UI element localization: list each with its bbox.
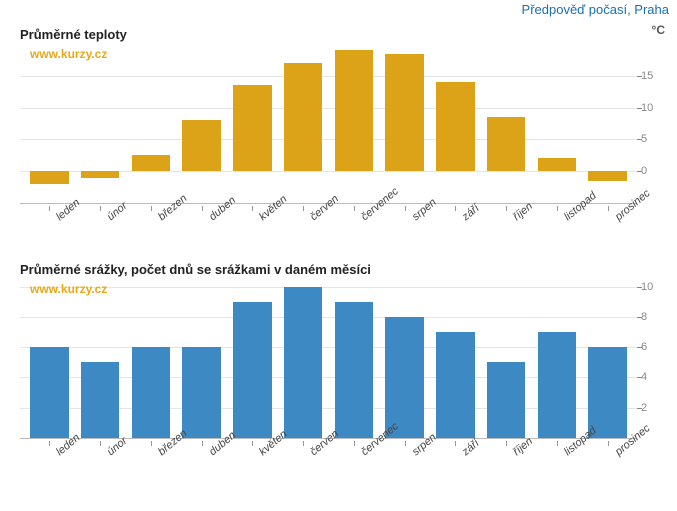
temperature-chart: Průměrné teploty °C www.kurzy.cz 051015 … bbox=[0, 17, 677, 252]
y-tick-label: 0 bbox=[641, 165, 667, 177]
bar bbox=[233, 85, 272, 171]
bar bbox=[385, 317, 424, 438]
temperature-x-labels: ledenúnorbřezendubenkvětenčervenčervenec… bbox=[20, 204, 637, 252]
x-tick-label: září bbox=[460, 437, 482, 458]
y-tick-label: 15 bbox=[641, 70, 667, 82]
precip-chart: Průměrné srážky, počet dnů se srážkami v… bbox=[0, 252, 677, 487]
forecast-link[interactable]: Předpověď počasí, Praha bbox=[0, 0, 677, 17]
bar bbox=[284, 287, 323, 438]
y-tick-label: 8 bbox=[641, 311, 667, 323]
bar bbox=[81, 171, 120, 177]
bar bbox=[284, 63, 323, 171]
temperature-plot-area: 051015 bbox=[20, 44, 637, 204]
temperature-chart-title: Průměrné teploty bbox=[20, 27, 667, 42]
bar bbox=[335, 302, 374, 438]
precip-x-labels: ledenúnorbřezendubenkvětenčervenčervenec… bbox=[20, 439, 637, 487]
x-tick-label: září bbox=[460, 202, 482, 223]
bar bbox=[335, 50, 374, 171]
bar bbox=[132, 155, 171, 171]
bar bbox=[30, 347, 69, 438]
y-tick-label: 10 bbox=[641, 102, 667, 114]
bar bbox=[385, 54, 424, 172]
watermark-text: www.kurzy.cz bbox=[30, 47, 107, 61]
bar bbox=[538, 158, 577, 171]
precip-chart-title: Průměrné srážky, počet dnů se srážkami v… bbox=[20, 262, 667, 277]
bar bbox=[436, 332, 475, 438]
watermark-text: www.kurzy.cz bbox=[30, 282, 107, 296]
bar bbox=[436, 82, 475, 171]
bar bbox=[132, 347, 171, 438]
y-tick-label: 10 bbox=[641, 281, 667, 293]
bar bbox=[588, 347, 627, 438]
bar bbox=[182, 347, 221, 438]
bar bbox=[233, 302, 272, 438]
bar bbox=[538, 332, 577, 438]
bar bbox=[487, 362, 526, 438]
bar bbox=[487, 117, 526, 171]
bar bbox=[81, 362, 120, 438]
y-tick-label: 2 bbox=[641, 402, 667, 414]
bar bbox=[588, 171, 627, 181]
bar bbox=[182, 120, 221, 171]
y-tick-label: 4 bbox=[641, 371, 667, 383]
precip-plot-area: 246810 bbox=[20, 279, 637, 439]
y-tick-label: 5 bbox=[641, 133, 667, 145]
bar bbox=[30, 171, 69, 184]
y-tick-label: 6 bbox=[641, 341, 667, 353]
temperature-unit-label: °C bbox=[652, 23, 665, 37]
